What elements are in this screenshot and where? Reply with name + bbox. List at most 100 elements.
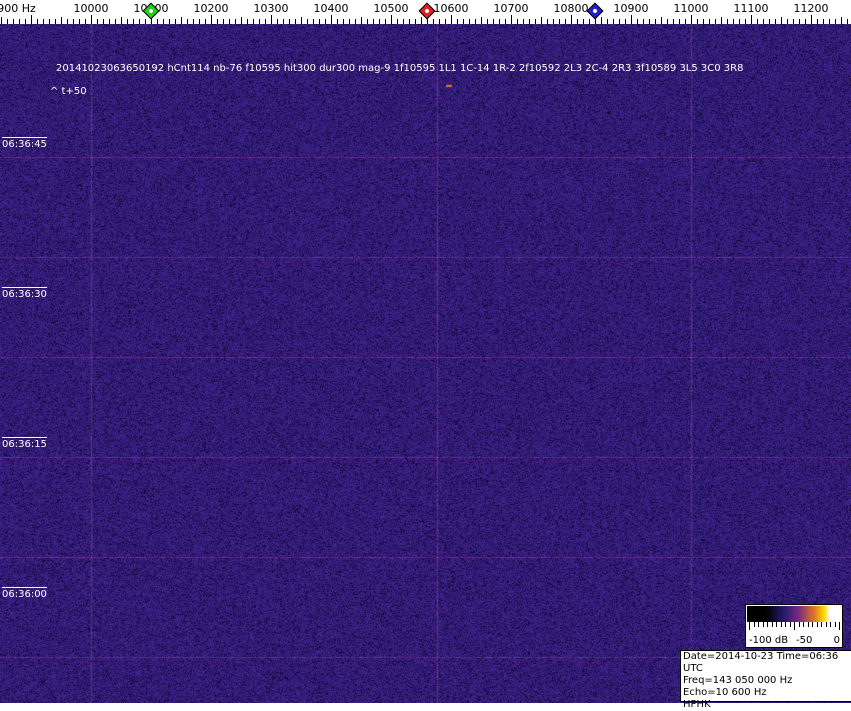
axis-tick [79, 19, 80, 24]
axis-tick [139, 19, 140, 24]
axis-tick [1, 17, 2, 24]
axis-tick [781, 17, 782, 24]
axis-tick [61, 17, 62, 24]
axis-tick [403, 19, 404, 24]
axis-tick [763, 19, 764, 24]
axis-tick [127, 19, 128, 24]
axis-tick [361, 17, 362, 24]
axis-tick [505, 19, 506, 24]
axis-tick [109, 19, 110, 24]
colorbar-tick [816, 622, 818, 627]
axis-tick [283, 19, 284, 24]
colorbar-tick [834, 622, 836, 627]
axis-tick [691, 15, 692, 24]
axis-tick [313, 19, 314, 24]
axis-tick [307, 19, 308, 24]
axis-tick [421, 17, 422, 24]
axis-tick-label: 10600 [433, 2, 469, 15]
axis-tick [427, 19, 428, 24]
colorbar-tick [780, 622, 782, 627]
colorbar-tick [767, 622, 768, 627]
axis-tick [619, 19, 620, 24]
axis-tick [661, 17, 662, 24]
axis-tick [289, 19, 290, 24]
axis-tick [829, 19, 830, 24]
axis-tick [175, 19, 176, 24]
axis-tick [115, 19, 116, 24]
axis-tick [295, 19, 296, 24]
detection-text: 20141023063650192 hCnt114 nb-76 f10595 h… [56, 63, 744, 74]
colorbar-tick [758, 622, 759, 627]
colorbar-tick [825, 622, 827, 627]
axis-tick [769, 19, 770, 24]
axis-tick [487, 19, 488, 24]
axis-tick [145, 19, 146, 24]
colorbar-tick [807, 622, 809, 627]
axis-tick [397, 19, 398, 24]
axis-tick-label: 9900 Hz [0, 2, 36, 15]
axis-tick [721, 17, 722, 24]
axis-tick [385, 19, 386, 24]
axis-tick [733, 19, 734, 24]
colorbar-tick [771, 622, 773, 627]
axis-tick [343, 19, 344, 24]
axis-tick [547, 19, 548, 24]
axis-tick [631, 15, 632, 24]
spectrogram [0, 24, 851, 703]
station-name: HPHK [683, 699, 711, 710]
axis-tick [703, 19, 704, 24]
colorbar-tick [776, 622, 777, 627]
axis-tick [601, 17, 602, 24]
time-label: 06:36:45 [2, 137, 47, 150]
axis-tick [349, 19, 350, 24]
axis-tick-label: 11200 [793, 2, 829, 15]
axis-tick [31, 15, 32, 24]
colorbar-tick [803, 622, 804, 627]
axis-tick [625, 19, 626, 24]
axis-tick [817, 19, 818, 24]
axis-tick [757, 19, 758, 24]
axis-tick [319, 19, 320, 24]
axis-tick-label: 10800 [553, 2, 589, 15]
axis-tick [199, 19, 200, 24]
axis-tick [787, 19, 788, 24]
axis-tick [655, 19, 656, 24]
axis-tick [475, 19, 476, 24]
axis-tick [433, 19, 434, 24]
axis-tick [103, 19, 104, 24]
axis-tick [85, 19, 86, 24]
time-label: 06:36:30 [2, 287, 47, 300]
colorbar-label: -50 [796, 635, 813, 646]
axis-tick [7, 19, 8, 24]
axis-tick [229, 19, 230, 24]
info-box: Date=2014-10-23 Time=06:36 UTC Freq=143 … [680, 650, 851, 710]
axis-tick [565, 19, 566, 24]
time-label: 06:36:15 [2, 437, 47, 450]
axis-tick [607, 19, 608, 24]
axis-tick [121, 17, 122, 24]
axis-tick [25, 19, 26, 24]
echo-line: Echo=10 600 Hz [683, 687, 767, 698]
axis-tick [49, 19, 50, 24]
axis-tick [577, 19, 578, 24]
axis-tick [793, 19, 794, 24]
axis-tick [43, 19, 44, 24]
axis-tick [583, 19, 584, 24]
axis-tick-label: 10500 [373, 2, 409, 15]
axis-tick [211, 15, 212, 24]
axis-tick [391, 15, 392, 24]
axis-tick [331, 15, 332, 24]
axis-tick [37, 19, 38, 24]
colorbar-tick [839, 622, 840, 630]
axis-tick [97, 19, 98, 24]
time-label: 06:36:00 [2, 587, 47, 600]
axis-tick-label: 11100 [733, 2, 769, 15]
axis-tick [517, 19, 518, 24]
axis-tick [805, 19, 806, 24]
axis-tick [739, 19, 740, 24]
axis-tick [379, 19, 380, 24]
axis-tick [151, 15, 152, 24]
axis-tick [649, 19, 650, 24]
axis-tick [73, 19, 74, 24]
axis-tick [589, 19, 590, 24]
